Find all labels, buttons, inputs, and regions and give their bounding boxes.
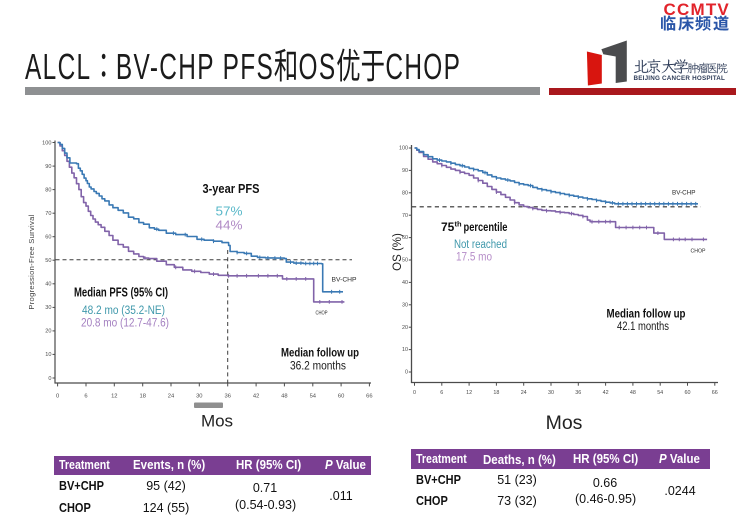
svg-text:100: 100 (399, 146, 408, 152)
svg-text:70: 70 (45, 211, 51, 217)
svg-text:48.2 mo (35.2-NE): 48.2 mo (35.2-NE) (82, 305, 165, 317)
svg-text:3-year PFS: 3-year PFS (203, 182, 260, 196)
svg-text:0: 0 (48, 376, 51, 382)
svg-text:12: 12 (111, 394, 117, 400)
svg-text:80: 80 (45, 187, 51, 193)
svg-text:Median follow up: Median follow up (281, 346, 359, 360)
svg-text:18: 18 (139, 394, 145, 400)
svg-text:6: 6 (84, 394, 87, 400)
svg-text:20: 20 (45, 329, 51, 335)
svg-text:0: 0 (413, 390, 416, 396)
svg-text:Mos: Mos (201, 412, 233, 431)
svg-text:100: 100 (42, 140, 51, 146)
svg-text:60: 60 (685, 390, 691, 396)
svg-text:0: 0 (405, 370, 408, 376)
svg-text:60: 60 (402, 235, 408, 241)
svg-text:30: 30 (196, 394, 202, 400)
svg-text:42.1 months: 42.1 months (617, 321, 669, 333)
svg-text:75: 75 (441, 220, 455, 234)
svg-text:Median PFS (95% CI): Median PFS (95% CI) (74, 286, 168, 300)
svg-text:42: 42 (603, 390, 609, 396)
svg-text:24: 24 (168, 394, 175, 400)
svg-text:42: 42 (253, 394, 259, 400)
svg-text:66: 66 (366, 394, 372, 400)
svg-text:50: 50 (45, 258, 51, 264)
svg-text:90: 90 (402, 168, 408, 174)
svg-text:66: 66 (712, 390, 718, 396)
svg-text:70: 70 (402, 213, 408, 219)
svg-text:OS (%): OS (%) (392, 233, 404, 271)
svg-text:Median follow up: Median follow up (607, 307, 686, 321)
svg-text:40: 40 (402, 280, 408, 286)
svg-text:Not reached: Not reached (454, 239, 507, 251)
svg-text:17.5 mo: 17.5 mo (456, 252, 492, 264)
svg-text:24: 24 (521, 390, 527, 396)
svg-text:60: 60 (45, 235, 51, 241)
svg-text:20: 20 (402, 325, 408, 331)
svg-text:30: 30 (548, 390, 554, 396)
svg-text:48: 48 (281, 394, 287, 400)
svg-text:percentile: percentile (464, 220, 508, 234)
svg-text:30: 30 (45, 305, 51, 311)
svg-text:40: 40 (45, 282, 51, 288)
svg-text:th: th (455, 220, 462, 229)
svg-text:36.2 months: 36.2 months (290, 361, 346, 373)
svg-text:60: 60 (338, 394, 344, 400)
svg-text:50: 50 (402, 258, 408, 264)
svg-text:54: 54 (657, 390, 663, 396)
svg-text:6: 6 (440, 390, 443, 396)
svg-text:54: 54 (310, 394, 317, 400)
svg-text:18: 18 (493, 390, 499, 396)
svg-text:CHOP: CHOP (316, 311, 328, 317)
svg-text:10: 10 (45, 352, 51, 358)
svg-text:90: 90 (45, 164, 51, 170)
svg-text:30: 30 (402, 302, 408, 308)
svg-text:12: 12 (466, 390, 472, 396)
svg-text:20.8 mo (12.7-47.6): 20.8 mo (12.7-47.6) (81, 318, 169, 330)
svg-text:0: 0 (56, 394, 59, 400)
svg-text:44%: 44% (216, 219, 243, 233)
svg-text:BV-CHP: BV-CHP (332, 277, 357, 284)
svg-text:CHOP: CHOP (691, 249, 706, 255)
svg-text:10: 10 (402, 347, 408, 353)
svg-text:Mos: Mos (546, 412, 583, 434)
svg-text:BV-CHP: BV-CHP (672, 190, 696, 197)
svg-text:36: 36 (575, 390, 581, 396)
svg-text:36: 36 (224, 394, 230, 400)
svg-text:57%: 57% (216, 205, 243, 219)
svg-text:Progression-Free Survival: Progression-Free Survival (27, 214, 36, 309)
svg-text:80: 80 (402, 190, 408, 196)
svg-text:48: 48 (630, 390, 636, 396)
